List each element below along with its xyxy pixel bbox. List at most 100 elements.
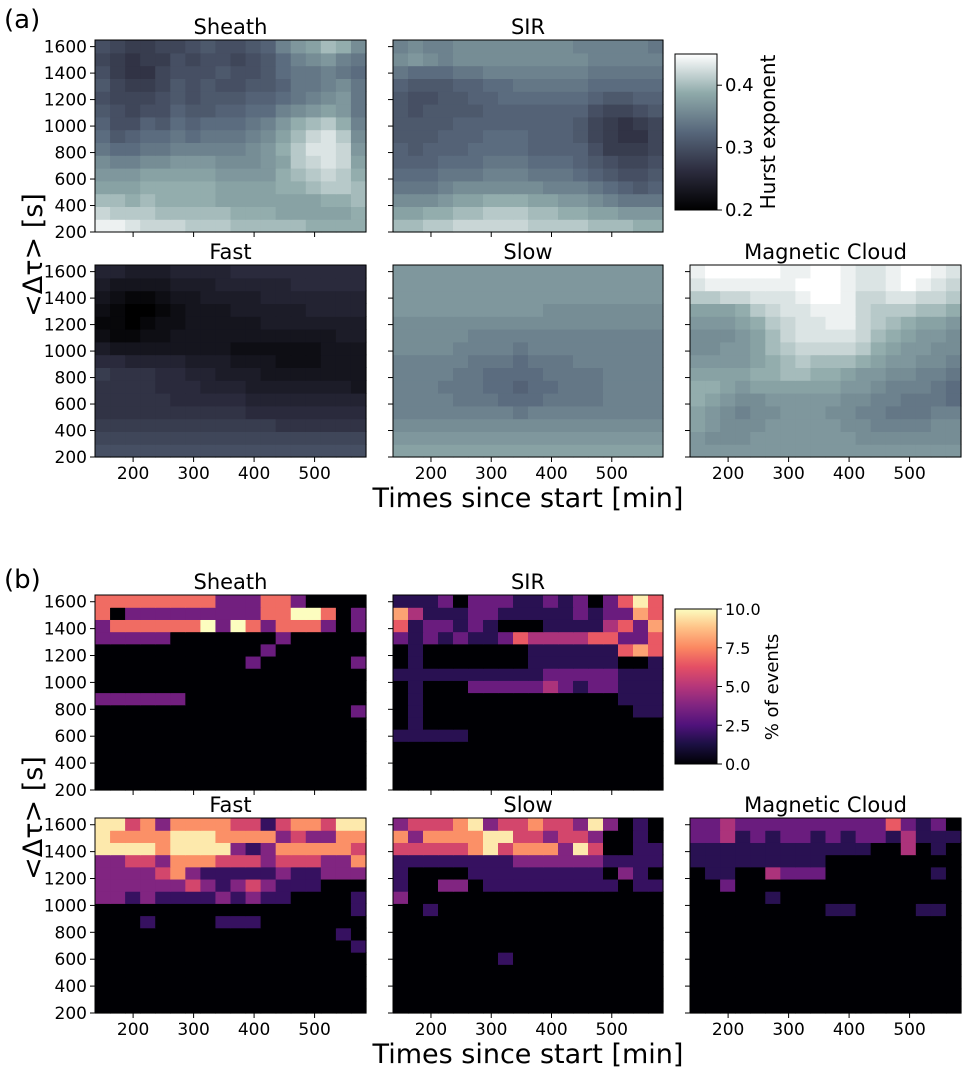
heatmap-cell xyxy=(558,65,574,79)
heatmap-cell xyxy=(750,891,766,904)
heatmap-cell xyxy=(350,78,367,92)
heatmap-cell xyxy=(618,116,634,131)
heatmap-cell xyxy=(423,418,439,432)
heatmap-cell xyxy=(780,367,796,381)
colorbar-tick-label: 0.0 xyxy=(725,755,750,774)
heatmap-cell xyxy=(528,142,544,156)
heatmap-cell xyxy=(705,927,721,941)
heatmap-cell xyxy=(453,878,469,892)
heatmap-cell xyxy=(200,927,217,941)
heatmap-cell xyxy=(498,405,514,420)
heatmap-cell xyxy=(215,142,232,156)
heatmap-cell xyxy=(528,842,544,856)
heatmap-cell xyxy=(125,915,141,929)
heatmap-cell xyxy=(245,939,262,953)
heatmap-cell xyxy=(573,52,589,67)
heatmap-cell xyxy=(245,341,262,356)
heatmap-cell xyxy=(618,40,634,54)
heatmap-cell xyxy=(200,431,217,445)
heatmap-cell xyxy=(335,65,352,79)
heatmap-cell xyxy=(930,903,947,917)
heatmap-cell xyxy=(320,206,337,220)
heatmap-cell xyxy=(735,903,751,917)
heatmap-cell xyxy=(573,595,589,608)
heatmap-cell xyxy=(408,168,424,182)
heatmap-cell xyxy=(423,878,439,892)
heatmap-cell xyxy=(618,418,634,432)
heatmap-cell xyxy=(393,643,409,657)
heatmap-cell xyxy=(393,1000,409,1014)
heatmap-cell xyxy=(633,303,649,317)
heatmap-cell xyxy=(230,619,247,633)
heatmap-cell xyxy=(200,704,217,718)
heatmap-cell xyxy=(200,765,217,779)
heatmap-cell xyxy=(350,329,367,343)
heatmap-cell xyxy=(498,65,514,79)
heatmap-cell xyxy=(588,903,604,917)
heatmap-cell xyxy=(840,393,857,407)
heatmap-cell xyxy=(603,927,619,941)
heatmap-cell xyxy=(558,78,574,92)
heatmap-cell xyxy=(350,155,367,169)
heatmap-cell xyxy=(690,988,706,1002)
heatmap-cell xyxy=(765,976,781,990)
heatmap-cell xyxy=(945,354,962,368)
heatmap-cell xyxy=(498,753,514,767)
heatmap-cell xyxy=(825,418,842,432)
heatmap-cell xyxy=(735,976,751,990)
heatmap-cell xyxy=(95,418,111,432)
y-axis-label-a: <Δτ> [s] xyxy=(18,193,49,317)
heatmap-cell xyxy=(305,65,322,79)
heatmap-cell xyxy=(125,431,141,445)
heatmap-cell xyxy=(945,1000,962,1014)
heatmap-cell xyxy=(200,777,217,791)
heatmap-cell xyxy=(528,65,544,79)
heatmap-cell xyxy=(393,52,409,67)
heatmap-cell xyxy=(305,393,322,407)
heatmap-cell xyxy=(573,431,589,445)
heatmap-cell xyxy=(528,129,544,143)
heatmap-cell xyxy=(408,903,424,917)
heatmap-cell xyxy=(438,65,454,79)
heatmap-cell xyxy=(558,405,574,420)
heatmap-cell xyxy=(720,903,736,917)
heatmap-cell xyxy=(290,952,307,965)
heatmap-cell xyxy=(528,607,544,620)
heatmap-cell xyxy=(453,729,469,742)
heatmap-cell xyxy=(543,354,559,368)
heatmap-cell xyxy=(125,316,141,330)
heatmap-cell xyxy=(260,444,277,458)
heatmap-cell xyxy=(260,341,277,356)
heatmap-cell xyxy=(558,704,574,718)
heatmap-cell xyxy=(438,927,454,941)
heatmap-cell xyxy=(618,777,634,791)
heatmap-cell xyxy=(825,303,842,317)
heatmap-cell xyxy=(603,380,619,394)
heatmap-cell xyxy=(95,341,111,356)
heatmap-cell xyxy=(573,976,589,990)
heatmap-cell xyxy=(618,866,634,880)
heatmap-cell xyxy=(170,329,186,343)
heatmap-cell xyxy=(528,668,544,681)
heatmap-cell xyxy=(870,431,887,445)
heatmap-cell xyxy=(110,206,126,220)
heatmap-cell xyxy=(795,915,812,929)
heatmap-cell xyxy=(885,329,902,343)
heatmap-cell xyxy=(110,380,126,394)
heatmap-cell xyxy=(125,830,141,843)
heatmap-cell xyxy=(200,830,217,843)
heatmap-cell xyxy=(765,303,781,317)
heatmap-cell xyxy=(200,116,217,131)
heatmap-cell xyxy=(900,854,917,868)
heatmap-cell xyxy=(573,607,589,620)
heatmap-cell xyxy=(423,595,439,608)
heatmap-cell xyxy=(705,818,721,831)
heatmap-cell xyxy=(648,142,664,156)
heatmap-cell xyxy=(215,129,232,143)
heatmap-cell xyxy=(350,40,367,54)
heatmap-cell xyxy=(170,341,186,356)
heatmap-cell xyxy=(95,206,111,220)
heatmap-cell xyxy=(528,753,544,767)
heatmap-cell xyxy=(320,976,337,990)
heatmap-cell xyxy=(633,607,649,620)
